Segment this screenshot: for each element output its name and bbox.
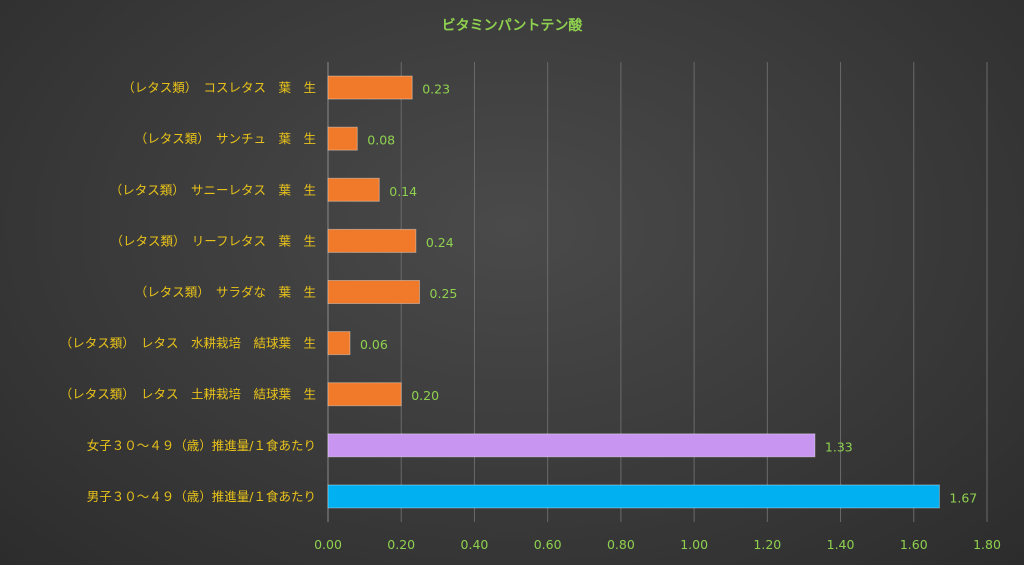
x-tick-label: 1.40 <box>827 537 855 552</box>
bar-layer <box>327 75 940 509</box>
x-tick-label: 0.80 <box>607 537 635 552</box>
bar <box>327 126 358 151</box>
category-label: （レタス類） レタス 土耕栽培 結球葉 生 <box>60 387 316 402</box>
value-label: 1.33 <box>825 439 853 454</box>
x-tick-label: 0.00 <box>314 537 342 552</box>
category-label: （レタス類） サニーレタス 葉 生 <box>110 182 316 197</box>
bar <box>327 280 421 304</box>
x-tick-label: 0.60 <box>534 537 562 552</box>
bar <box>327 228 417 253</box>
value-label: 0.23 <box>422 82 450 97</box>
chart-title: ビタミンパントテン酸 <box>442 17 584 34</box>
category-label: （レタス類） コスレタス 葉 生 <box>122 80 316 95</box>
category-label: （レタス類） レタス 水耕栽培 結球葉 生 <box>60 336 316 351</box>
category-label: （レタス類） サンチュ 葉 生 <box>135 131 316 146</box>
value-label: 0.06 <box>360 337 388 352</box>
value-label: 1.67 <box>949 490 977 505</box>
category-label: （レタス類） リーフレタス 葉 生 <box>110 233 316 248</box>
tick-layer: 0.00 0.20 0.40 0.60 0.80 1.00 1.20 1.40 1.60 1.80 <box>314 537 1001 552</box>
bar <box>327 75 413 100</box>
category-label: 女子３０～４９（歳）推進量/１食あたり <box>87 438 316 453</box>
bar <box>327 433 816 458</box>
value-label: 0.24 <box>426 235 454 250</box>
category-label: （レタス類） サラダな 葉 生 <box>135 285 316 300</box>
bar <box>327 331 351 356</box>
x-tick-label: 1.20 <box>753 537 781 552</box>
x-tick-label: 0.20 <box>387 537 415 552</box>
label-layer: （レタス類） コスレタス 葉 生 0.23 （レタス類） サンチュ 葉 生 0.08 （… <box>60 80 978 505</box>
x-tick-label: 0.40 <box>461 537 489 552</box>
bar <box>327 177 380 202</box>
bar <box>327 382 402 407</box>
x-tick-label: 1.80 <box>973 537 1001 552</box>
x-tick-label: 1.60 <box>900 537 928 552</box>
value-label: 0.20 <box>411 388 439 403</box>
bar <box>327 484 940 509</box>
value-label: 0.14 <box>389 184 417 199</box>
x-tick-label: 1.00 <box>680 537 708 552</box>
value-label: 0.08 <box>367 133 395 148</box>
value-label: 0.25 <box>430 286 458 301</box>
category-label: 男子３０～４９（歳）推進量/１食あたり <box>87 489 316 504</box>
